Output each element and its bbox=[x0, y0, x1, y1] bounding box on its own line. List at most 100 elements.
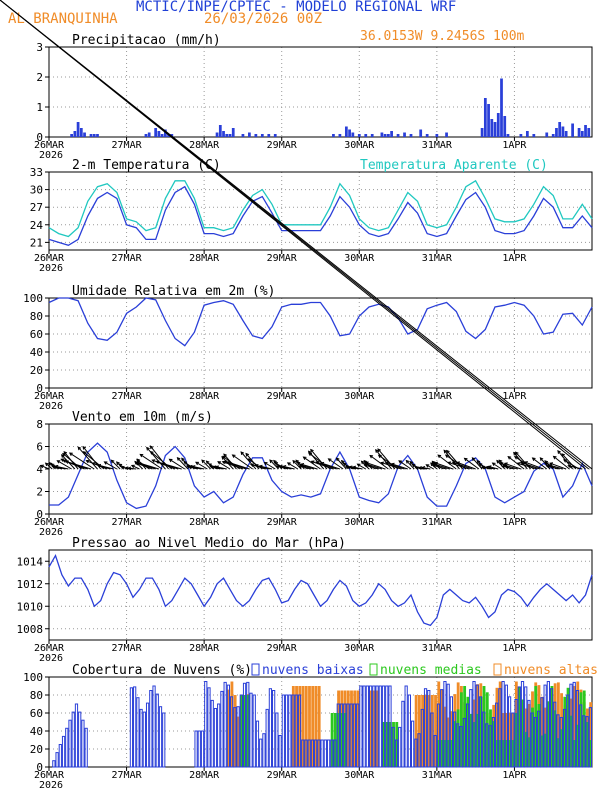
cloud-bar-low bbox=[314, 739, 318, 768]
cloud-bar-low bbox=[136, 697, 140, 768]
cloud-bar-mid bbox=[586, 722, 589, 767]
wind-vector-head bbox=[377, 454, 382, 459]
cloud-bar-low bbox=[162, 712, 166, 768]
wind-vector bbox=[352, 466, 363, 470]
x-tick-year: 2026 bbox=[39, 263, 63, 274]
precip-bar bbox=[493, 122, 497, 137]
wind-vector-head bbox=[97, 463, 102, 468]
run-date: 26/03/2026 00Z bbox=[204, 11, 323, 27]
wind-vector-head bbox=[151, 459, 156, 463]
cloud-bar-mid bbox=[502, 740, 505, 767]
wind-vector bbox=[292, 460, 302, 470]
wind-vector-head bbox=[120, 465, 125, 470]
cloud-bar-low bbox=[78, 711, 82, 768]
wind-vector bbox=[437, 454, 457, 470]
wind-vector-head bbox=[549, 462, 554, 466]
cloud-bar-low bbox=[520, 681, 525, 768]
panel-title: Pressao ao Nivel Medio do Mar (hPa) bbox=[72, 536, 346, 551]
wind-vector-head bbox=[51, 465, 56, 469]
y-tick-label: 1012 bbox=[17, 578, 44, 591]
wind-vector-head bbox=[212, 465, 217, 470]
cloud-bar-mid bbox=[482, 686, 486, 767]
cloud-bar-mid bbox=[395, 722, 399, 767]
cloud-bar-low bbox=[52, 760, 56, 768]
wind-vector-head bbox=[296, 461, 301, 466]
precip-bar bbox=[577, 128, 581, 137]
wind-vector-head bbox=[377, 448, 382, 453]
cloud-bar-high bbox=[434, 695, 437, 767]
wind-vector bbox=[45, 462, 53, 470]
cloud-bar-mid bbox=[437, 740, 441, 767]
cloud-bar-high bbox=[298, 686, 302, 767]
cloud-bar-low bbox=[533, 717, 538, 768]
y-tick-label: 100 bbox=[23, 292, 43, 305]
cloud-bar-low bbox=[572, 681, 576, 768]
cloud-bar-low bbox=[388, 685, 392, 768]
precip-bar bbox=[445, 132, 448, 137]
cloud-bar-high bbox=[421, 695, 425, 767]
cloud-bar-low bbox=[220, 690, 224, 768]
cloud-bar-low bbox=[537, 710, 541, 768]
y-tick-label: 100 bbox=[23, 671, 43, 684]
cloud-bar-mid bbox=[466, 696, 470, 767]
precip-bar bbox=[222, 131, 225, 137]
cloud-bar-low bbox=[310, 739, 315, 768]
cloud-bar-low bbox=[553, 701, 557, 768]
precip-bar bbox=[254, 134, 258, 137]
precip-bar bbox=[551, 134, 555, 137]
wind-vector-head bbox=[68, 452, 73, 456]
cloud-bar-low bbox=[133, 686, 137, 768]
x-tick-label: 30MAR bbox=[344, 517, 375, 528]
wind-vector-head bbox=[222, 455, 227, 460]
cloud-bar-mid bbox=[553, 710, 557, 767]
cloud-bar-low bbox=[430, 712, 434, 768]
y-tick-label: 60 bbox=[30, 328, 43, 341]
panel-precip bbox=[45, 46, 593, 141]
cloud-bar-low bbox=[71, 711, 75, 768]
cloud-bar-low bbox=[449, 696, 454, 768]
cloud-bar-low bbox=[569, 683, 573, 768]
wind-vector bbox=[328, 458, 344, 470]
precip-bar bbox=[545, 132, 549, 137]
wind-speed-line bbox=[49, 442, 593, 510]
wind-vector-head bbox=[247, 458, 252, 462]
cloud-bar-mid bbox=[479, 696, 483, 767]
wind-vector-head bbox=[364, 461, 369, 466]
cloud-bar-mid bbox=[556, 738, 560, 767]
cloud-bar-mid bbox=[447, 740, 450, 767]
cloud-legend-label: nuvens medias bbox=[380, 663, 482, 678]
wind-vector bbox=[189, 465, 202, 470]
x-tick-label: 29MAR bbox=[267, 253, 298, 264]
cloud-bar-mid bbox=[498, 740, 502, 767]
wind-vector-head bbox=[209, 465, 214, 469]
cloud-bar-high bbox=[495, 687, 499, 767]
cloud-bar-mid bbox=[505, 740, 509, 767]
cloud-bar-high bbox=[295, 686, 298, 767]
cloud-bar-low bbox=[61, 735, 66, 768]
cloud-bar-low bbox=[346, 703, 350, 768]
precip-bar bbox=[92, 134, 96, 137]
cloud-bar-mid bbox=[495, 740, 499, 767]
wind-vector bbox=[139, 453, 163, 470]
wind-vector bbox=[269, 459, 279, 470]
cloud-bar-mid bbox=[527, 737, 531, 767]
panel-pres bbox=[45, 549, 593, 644]
precip-bar bbox=[558, 122, 562, 137]
cloud-bar-low bbox=[268, 688, 273, 768]
cloud-bar-low bbox=[482, 711, 486, 768]
precip-bar bbox=[231, 128, 235, 137]
cloud-bar-low bbox=[504, 684, 508, 768]
wind-vector-head bbox=[491, 462, 496, 466]
cloud-bar-low bbox=[465, 703, 470, 768]
cloud-bar-high bbox=[417, 695, 421, 767]
cloud-bar-mid bbox=[521, 699, 525, 767]
cloud-bar-mid bbox=[385, 722, 389, 767]
wind-vector-head bbox=[85, 459, 90, 464]
cloud-bar-mid bbox=[576, 724, 580, 767]
wind-vector-head bbox=[188, 464, 193, 469]
cloud-bar-high bbox=[356, 690, 360, 767]
wind-vector bbox=[213, 466, 224, 470]
station-coords: 36.0153W 9.2456S 100m bbox=[360, 29, 525, 44]
cloud-bar-mid bbox=[382, 722, 386, 767]
cloud-bar-low bbox=[233, 707, 237, 768]
